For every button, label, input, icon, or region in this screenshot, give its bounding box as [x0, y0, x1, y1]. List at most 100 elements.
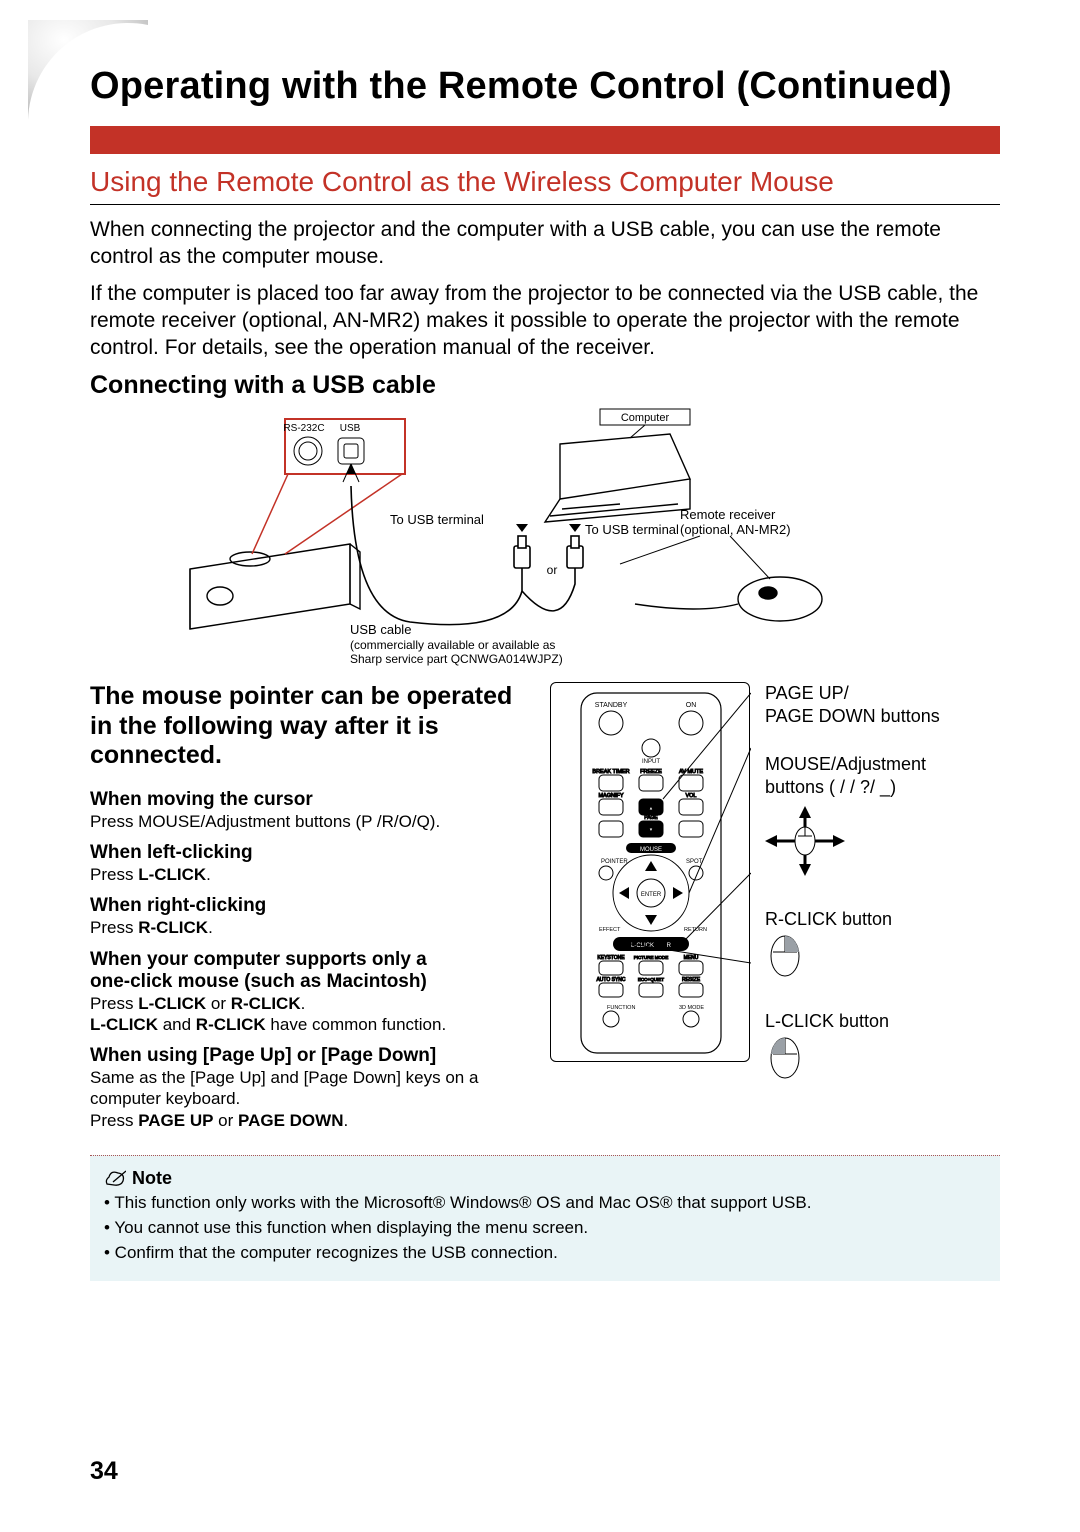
- svg-text:EFFECT: EFFECT: [599, 927, 621, 933]
- remote-receiver-sub: (optional, AN-MR2): [680, 522, 791, 537]
- note-bullet-2: • You cannot use this function when disp…: [104, 1217, 986, 1240]
- text: .: [343, 1111, 348, 1130]
- remote-control-illustration: STANDBY ON INPUT BREAK TIMER FREEZE AV M…: [550, 682, 750, 1062]
- svg-text:MOUSE: MOUSE: [640, 847, 662, 853]
- usb-port-label: USB: [340, 423, 361, 434]
- connect-heading: Connecting with a USB cable: [90, 371, 1000, 400]
- intro-paragraph-1: When connecting the projector and the co…: [90, 217, 1000, 271]
- text: PAGE DOWN buttons: [765, 706, 940, 726]
- svg-text:SPOT: SPOT: [686, 859, 703, 865]
- step-left-click-body: Press L-CLICK.: [90, 864, 520, 885]
- text: Press: [90, 994, 138, 1013]
- text: or: [206, 994, 231, 1013]
- step-one-click-title-1: When your computer supports only a: [90, 949, 520, 971]
- note-bullet-3: • Confirm that the computer recognizes t…: [104, 1242, 986, 1265]
- step-pageupdown-body: Same as the [Page Up] and [Page Down] ke…: [90, 1067, 520, 1131]
- text: Press: [90, 865, 138, 884]
- step-right-click-body: Press R-CLICK.: [90, 917, 520, 938]
- usb-cable-sub2: Sharp service part QCNWGA014WJPZ): [350, 652, 563, 666]
- title-accent-bar: [90, 126, 1000, 154]
- remote-receiver-label: Remote receiver: [680, 507, 776, 522]
- text: Press: [90, 1111, 138, 1130]
- section-heading: Using the Remote Control as the Wireless…: [90, 166, 1000, 198]
- to-usb-terminal-1: To USB terminal: [390, 512, 484, 527]
- svg-text:POINTER: POINTER: [601, 859, 628, 865]
- svg-text:BREAK TIMER: BREAK TIMER: [592, 769, 629, 775]
- rclick-mouse-icon: [765, 930, 805, 978]
- rclick-callout: R-CLICK button: [765, 908, 940, 984]
- step-one-click-body: Press L-CLICK or R-CLICK. L-CLICK and R-…: [90, 993, 520, 1036]
- text-bold: R-CLICK: [231, 994, 301, 1013]
- usb-diagram-svg: RS-232C USB Computer: [90, 404, 1000, 674]
- note-icon: [104, 1168, 126, 1188]
- svg-text:3D MODE: 3D MODE: [679, 1005, 704, 1011]
- text: buttons ( / / ?/ _): [765, 777, 896, 797]
- svg-text:ECO+QUIET: ECO+QUIET: [638, 977, 664, 982]
- svg-text:FREEZE: FREEZE: [640, 769, 662, 775]
- step-moving-cursor-body: Press MOUSE/Adjustment buttons (P /R/O/Q…: [90, 811, 520, 832]
- lclick-callout: L-CLICK button: [765, 1010, 940, 1086]
- usb-cable-label: USB cable: [350, 622, 411, 637]
- svg-text:▼: ▼: [648, 827, 655, 834]
- svg-text:▲: ▲: [648, 805, 655, 812]
- text-bold: L-CLICK: [138, 994, 206, 1013]
- svg-text:MENU: MENU: [684, 955, 699, 961]
- svg-text:FUNCTION: FUNCTION: [607, 1005, 635, 1011]
- svg-text:STANDBY: STANDBY: [595, 702, 628, 709]
- text: or: [213, 1111, 238, 1130]
- text: PAGE UP/: [765, 683, 849, 703]
- computer-label: Computer: [621, 412, 670, 424]
- section-underline: [90, 204, 1000, 205]
- svg-text:AV MUTE: AV MUTE: [679, 769, 703, 775]
- text: Same as the [Page Up] and [Page Down] ke…: [90, 1068, 478, 1108]
- intro-paragraph-2: If the computer is placed too far away f…: [90, 281, 1000, 362]
- svg-text:RESIZE: RESIZE: [682, 977, 701, 983]
- mouse-instructions-col: The mouse pointer can be operated in the…: [90, 682, 520, 1141]
- step-right-click-title: When right-clicking: [90, 895, 520, 917]
- svg-text:KEYSTONE: KEYSTONE: [597, 955, 625, 961]
- corner-arc-decoration: [28, 20, 148, 120]
- page-number: 34: [90, 1457, 118, 1486]
- step-pageupdown-title: When using [Page Up] or [Page Down]: [90, 1045, 520, 1067]
- or-label: or: [547, 563, 558, 577]
- note-heading: Note: [104, 1166, 986, 1190]
- svg-text:INPUT: INPUT: [642, 759, 660, 765]
- svg-text:VOL: VOL: [685, 793, 696, 799]
- svg-text:R: R: [667, 943, 672, 949]
- text: Press: [90, 918, 138, 937]
- text-bold: PAGE UP: [138, 1111, 213, 1130]
- remote-diagram-col: STANDBY ON INPUT BREAK TIMER FREEZE AV M…: [540, 682, 1000, 1141]
- rs232c-port-label: RS-232C: [283, 423, 324, 434]
- usb-cable-sub1: (commercially available or available as: [350, 638, 555, 652]
- text-bold: L-CLICK: [90, 1015, 158, 1034]
- step-one-click-title-2: one-click mouse (such as Macintosh): [90, 971, 520, 993]
- svg-text:PICTURE MODE: PICTURE MODE: [634, 955, 669, 960]
- text: have common function.: [266, 1015, 446, 1034]
- usb-connection-diagram: RS-232C USB Computer: [90, 404, 1000, 674]
- note-heading-text: Note: [132, 1166, 172, 1190]
- text: .: [208, 918, 213, 937]
- mouse-operation-section: The mouse pointer can be operated in the…: [90, 682, 1000, 1141]
- text-bold: L-CLICK: [138, 865, 206, 884]
- text: and: [158, 1015, 196, 1034]
- svg-text:MAGNIFY: MAGNIFY: [598, 793, 623, 799]
- svg-text:PAGE: PAGE: [644, 815, 658, 821]
- arrow-cross-icon: [765, 806, 845, 876]
- text-bold: R-CLICK: [138, 918, 208, 937]
- page-title: Operating with the Remote Control (Conti…: [90, 65, 1000, 108]
- note-bullet-1: • This function only works with the Micr…: [104, 1192, 986, 1215]
- text-bold: PAGE DOWN: [238, 1111, 343, 1130]
- manual-page: Operating with the Remote Control (Conti…: [0, 0, 1080, 1532]
- mouse-heading: The mouse pointer can be operated in the…: [90, 682, 520, 771]
- step-moving-cursor-title: When moving the cursor: [90, 789, 520, 811]
- svg-text:ON: ON: [686, 702, 697, 709]
- step-left-click-title: When left-clicking: [90, 842, 520, 864]
- remote-svg: STANDBY ON INPUT BREAK TIMER FREEZE AV M…: [551, 683, 751, 1063]
- text: .: [206, 865, 211, 884]
- lclick-mouse-icon: [765, 1032, 805, 1080]
- text: MOUSE/Adjustment: [765, 754, 926, 774]
- text: .: [301, 994, 306, 1013]
- mouse-adj-callout: MOUSE/Adjustment buttons ( / / ?/ _): [765, 753, 940, 882]
- remote-callouts: PAGE UP/ PAGE DOWN buttons MOUSE/Adjustm…: [765, 682, 940, 1112]
- to-usb-terminal-2: To USB terminal: [585, 522, 679, 537]
